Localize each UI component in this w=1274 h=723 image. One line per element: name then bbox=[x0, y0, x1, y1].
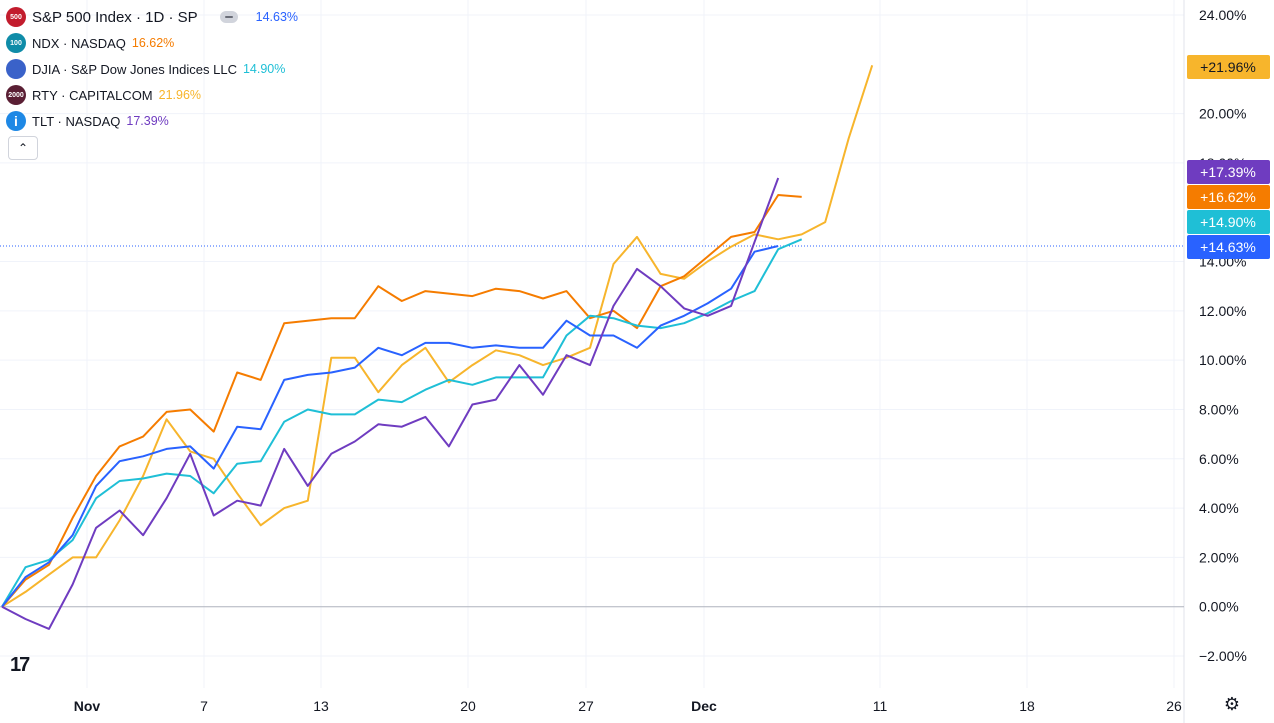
last-value-text: +14.63% bbox=[1200, 239, 1256, 255]
legend-label: DJIA · S&P Dow Jones Indices LLC bbox=[32, 61, 237, 77]
legend-main-row[interactable]: 500 S&P 500 Index · 1D · SP 14.63% bbox=[6, 4, 298, 30]
x-axis: Nov 7 13 20 27 Dec 11 18 26 bbox=[74, 698, 1182, 714]
symbol-logo-icon: 2000 bbox=[6, 85, 26, 105]
legend-row[interactable]: DJIA · S&P Dow Jones Indices LLC 14.90% bbox=[6, 56, 298, 82]
x-tick-label: 11 bbox=[873, 698, 888, 714]
legend-row[interactable]: 2000 RTY · CAPITALCOM 21.96% bbox=[6, 82, 298, 108]
legend-value: 17.39% bbox=[126, 114, 169, 128]
series-line-tlt bbox=[1, 177, 780, 630]
series-line-djia bbox=[1, 238, 803, 608]
x-tick-label: 20 bbox=[460, 698, 476, 714]
y-tick-label: 24.00% bbox=[1199, 7, 1246, 23]
y-tick-label: 10.00% bbox=[1199, 352, 1246, 368]
last-value-badge bbox=[1187, 55, 1270, 79]
series-lines bbox=[1, 64, 874, 630]
last-value-text: +21.96% bbox=[1200, 59, 1256, 75]
y-tick-label: 20.00% bbox=[1199, 106, 1246, 122]
x-tick-label: Dec bbox=[691, 698, 717, 714]
legend: 500 S&P 500 Index · 1D · SP 14.63% 100 ND… bbox=[6, 4, 298, 134]
x-tick-label: 13 bbox=[313, 698, 329, 714]
legend-label: TLT · NASDAQ bbox=[32, 113, 121, 129]
y-tick-label: 0.00% bbox=[1199, 599, 1239, 615]
x-tick-label: Nov bbox=[74, 698, 101, 714]
x-tick-label: 7 bbox=[200, 698, 208, 714]
last-value-text: +17.39% bbox=[1200, 164, 1256, 180]
x-tick-label: 26 bbox=[1166, 698, 1182, 714]
legend-main-label: S&P 500 Index · 1D · SP bbox=[32, 8, 198, 26]
tradingview-logo[interactable]: 17 bbox=[10, 654, 30, 676]
legend-row[interactable]: 100 NDX · NASDAQ 16.62% bbox=[6, 30, 298, 56]
last-value-text: +16.62% bbox=[1200, 189, 1256, 205]
y-tick-label: 12.00% bbox=[1199, 303, 1246, 319]
legend-label: RTY · CAPITALCOM bbox=[32, 87, 153, 103]
last-value-badge bbox=[1187, 210, 1270, 234]
last-value-labels: +21.96% +16.62% +14.90% +14.63% +17.39% bbox=[1187, 55, 1270, 259]
y-tick-label: 8.00% bbox=[1199, 401, 1239, 417]
y-tick-label: 4.00% bbox=[1199, 500, 1239, 516]
hide-series-toggle[interactable] bbox=[219, 11, 238, 23]
legend-value: 14.90% bbox=[242, 62, 286, 76]
legend-value: 16.62% bbox=[131, 36, 175, 50]
legend-row[interactable]: i TLT · NASDAQ 17.39% bbox=[6, 108, 298, 134]
legend-main-value: 14.63% bbox=[255, 10, 299, 24]
series-line-sp500 bbox=[1, 245, 779, 608]
chevron-up-icon: ⌃ bbox=[17, 141, 29, 155]
y-tick-label: 2.00% bbox=[1199, 549, 1239, 565]
last-value-badge bbox=[1187, 160, 1270, 184]
x-tick-label: 18 bbox=[1019, 698, 1035, 714]
legend-label: NDX · NASDAQ bbox=[32, 35, 126, 51]
x-tick-label: 27 bbox=[578, 698, 594, 714]
last-value-badge bbox=[1187, 185, 1270, 209]
symbol-logo-icon: 100 bbox=[6, 33, 26, 53]
series-line-ndx bbox=[1, 194, 802, 608]
series-line-rty bbox=[1, 64, 874, 608]
last-value-badge bbox=[1187, 235, 1270, 259]
y-tick-label: 6.00% bbox=[1199, 451, 1239, 467]
us-flag-icon bbox=[6, 59, 26, 79]
y-tick-label: −2.00% bbox=[1199, 648, 1247, 664]
sp500-logo-icon: 500 bbox=[6, 7, 26, 27]
y-axis: 24.00%20.00%18.00%14.00%12.00%10.00%8.00… bbox=[1199, 7, 1247, 664]
collapse-legend-button[interactable]: ⌃ bbox=[8, 136, 38, 160]
gear-icon[interactable]: ⚙ bbox=[1223, 694, 1241, 714]
legend-value: 21.96% bbox=[158, 88, 202, 102]
last-value-text: +14.90% bbox=[1200, 214, 1256, 230]
symbol-logo-icon: i bbox=[6, 111, 26, 131]
